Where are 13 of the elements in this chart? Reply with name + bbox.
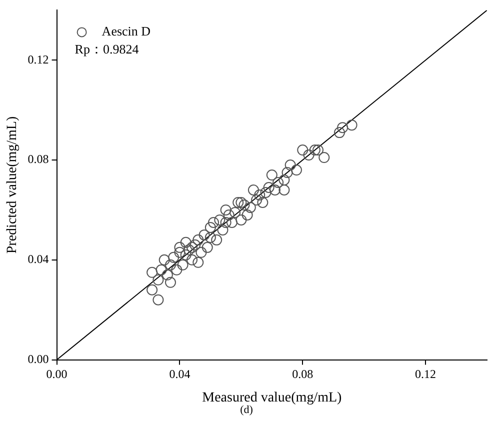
x-tick-label: 0.04 (169, 367, 190, 382)
legend-label: Aescin D (102, 24, 151, 39)
x-tick-label: 0.08 (292, 367, 314, 382)
y-tick-label: 0.04 (28, 252, 49, 266)
y-tick-label: 0.00 (28, 352, 49, 366)
annotation: Rp：0.9824 (74, 42, 140, 57)
y-tick-label: 0.08 (28, 152, 49, 166)
y-axis-title: Predicted value(mg/mL) (5, 116, 20, 254)
y-tick-label: 0.12 (28, 52, 49, 66)
x-tick-label: 0.00 (46, 367, 68, 382)
text: (d) (239, 404, 254, 416)
x-tick-label: 0.12 (415, 367, 436, 382)
x-axis-title: Measured value(mg/mL) (202, 390, 342, 406)
